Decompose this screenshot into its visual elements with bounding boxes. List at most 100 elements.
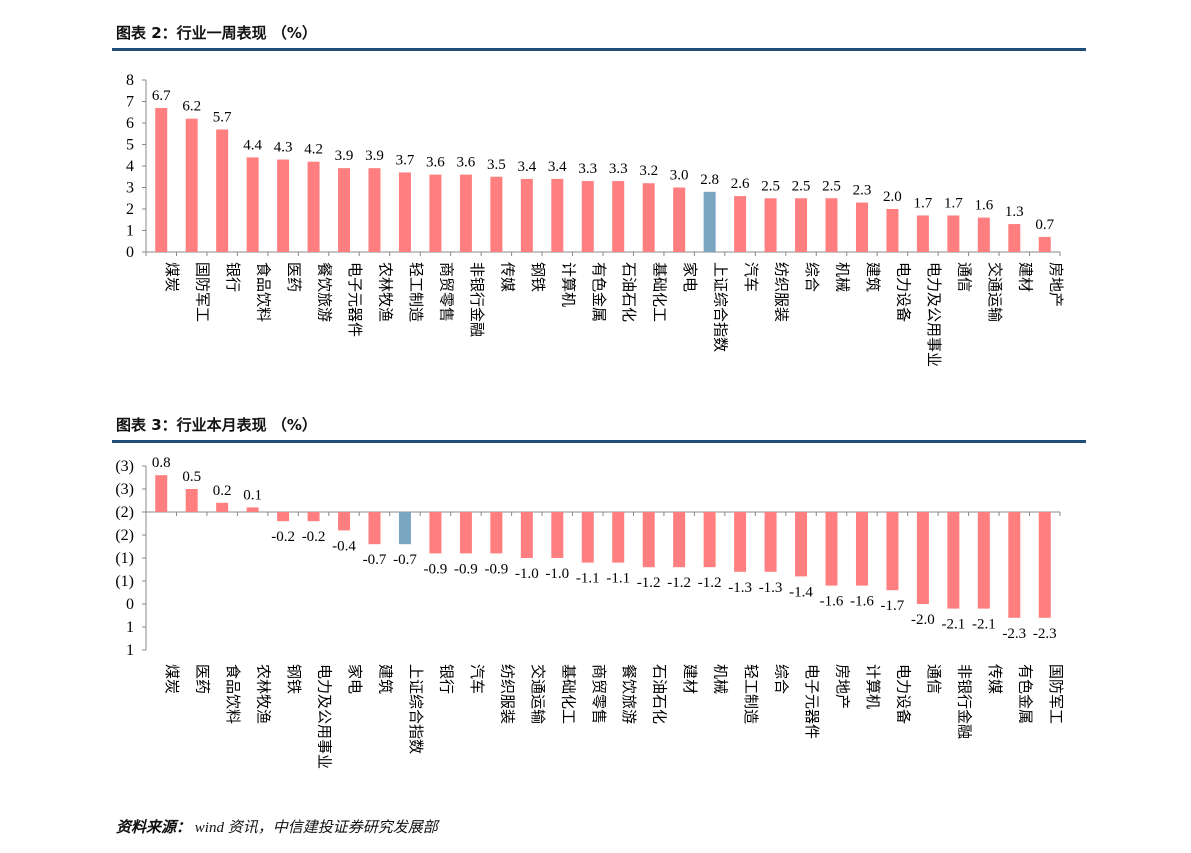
weekly-bar [368,168,381,252]
weekly-value-label: 3.4 [548,159,567,175]
weekly-bar [307,161,320,252]
weekly-category-label: 机械 [834,262,851,292]
monthly-y-tick-label: (1) [115,573,134,590]
weekly-value-label: 2.3 [853,183,872,199]
monthly-y-tick-label: 1 [126,642,134,659]
monthly-category-label: 非银行金融 [955,664,972,739]
monthly-bar [612,512,625,563]
weekly-value-label: 1.3 [1005,204,1024,220]
weekly-category-label: 餐饮旅游 [316,262,333,322]
weekly-category-label: 钢铁 [529,262,546,292]
monthly-value-label: -1.1 [576,571,600,587]
monthly-value-label: -2.1 [972,617,996,633]
weekly-value-label: 3.7 [396,152,415,168]
monthly-bar [398,512,411,545]
weekly-value-label: 3.4 [517,159,536,175]
monthly-category-label: 电子元器件 [803,664,820,739]
weekly-bar [551,178,564,252]
monthly-y-tick-label: 0 [126,596,134,613]
monthly-y-tick-label: (1) [115,550,134,567]
weekly-bar [429,174,442,252]
weekly-category-label: 基础化工 [651,262,668,322]
monthly-value-label: -1.2 [667,575,691,591]
weekly-category-label: 汽车 [742,262,759,292]
weekly-bar [703,191,716,252]
weekly-bar [338,168,351,252]
weekly-value-label: 2.5 [761,178,780,194]
weekly-bar [490,176,503,252]
monthly-bar [246,507,259,512]
monthly-category-label: 商贸零售 [590,664,607,724]
monthly-bar [520,512,533,558]
monthly-category-label: 钢铁 [285,664,302,694]
monthly-value-label: -2.3 [1002,626,1026,642]
monthly-bar [703,512,716,568]
monthly-bar [581,512,594,563]
monthly-bar [673,512,686,568]
monthly-value-label: -0.7 [363,552,387,568]
monthly-category-label: 医药 [194,664,211,694]
monthly-category-label: 餐饮旅游 [620,664,637,724]
weekly-value-label: 3.5 [487,157,506,173]
monthly-category-label: 上证综合指数 [407,664,424,754]
monthly-category-label: 传媒 [986,664,1003,694]
monthly-bar [429,512,442,554]
monthly-category-label: 国防军工 [1047,664,1064,724]
monthly-value-label: -1.1 [606,571,630,587]
weekly-category-label: 银行 [224,262,241,292]
monthly-category-label: 银行 [437,664,454,694]
weekly-value-label: 6.7 [152,88,171,104]
weekly-bar [185,118,198,252]
monthly-category-label: 农林牧渔 [255,664,272,724]
weekly-y-tick-label: 2 [126,201,134,218]
source-note: 资料来源： wind 资讯，中信建投证券研究发展部 [116,816,438,837]
weekly-value-label: 1.6 [974,198,993,214]
monthly-value-label: -1.2 [698,575,722,591]
weekly-category-label: 电子元器件 [346,262,363,337]
monthly-category-label: 煤炭 [163,664,180,694]
chart1-title: 图表 2：行业一周表现 （%） [116,24,317,42]
weekly-value-label: 6.2 [182,99,201,115]
monthly-category-label: 建筑 [377,664,394,694]
monthly-value-label: -1.2 [637,575,661,591]
monthly-y-tick-label: (2) [115,527,134,544]
monthly-value-label: -1.3 [728,580,752,596]
monthly-bar [368,512,381,545]
weekly-category-label: 煤炭 [163,262,180,292]
weekly-category-label: 交通运输 [986,262,1004,322]
weekly-bar [947,215,960,252]
monthly-category-label: 基础化工 [559,664,576,724]
monthly-y-tick-label: (2) [115,504,134,521]
weekly-bar [216,129,229,252]
weekly-category-label: 纺织服装 [773,262,790,322]
monthly-bar [642,512,655,568]
weekly-value-label: 1.7 [914,195,933,211]
monthly-category-label: 计算机 [864,664,882,709]
monthly-bar [734,512,747,572]
weekly-bar [642,183,655,252]
monthly-y-tick-label: 1 [126,619,134,636]
weekly-performance-chart: 0 1 2 3 4 5 6 7 8 6.7 煤炭 6.2 国防军工 5.7 银行 4.4 食品饮料 4.3 医药 4.… [126,72,1064,367]
monthly-bar [277,512,290,522]
weekly-bar [825,198,838,252]
weekly-bar [886,209,899,252]
weekly-bar [916,215,929,252]
weekly-category-label: 传媒 [498,262,515,292]
weekly-bar [459,174,472,252]
weekly-value-label: 5.7 [213,109,232,125]
monthly-performance-chart: 1 1 0 (1) (1) (2) (2) (3) (3) 0.8 煤炭 0.5 医药 0.2 食品饮料 0.… [115,455,1064,769]
monthly-value-label: -1.6 [820,594,844,610]
monthly-value-label: -0.9 [424,561,448,577]
monthly-value-label: -2.0 [911,612,935,628]
monthly-value-label: -1.3 [759,580,783,596]
monthly-category-label: 石油石化 [651,664,668,724]
weekly-value-label: 3.0 [670,168,689,184]
monthly-value-label: -0.2 [271,529,295,545]
monthly-value-label: -1.0 [515,566,539,582]
weekly-bar [520,178,533,252]
monthly-value-label: 0.2 [213,483,232,499]
weekly-category-label: 医药 [285,262,302,292]
weekly-category-label: 电力设备 [894,262,911,322]
monthly-bar [1008,512,1021,618]
monthly-bar [338,512,351,531]
